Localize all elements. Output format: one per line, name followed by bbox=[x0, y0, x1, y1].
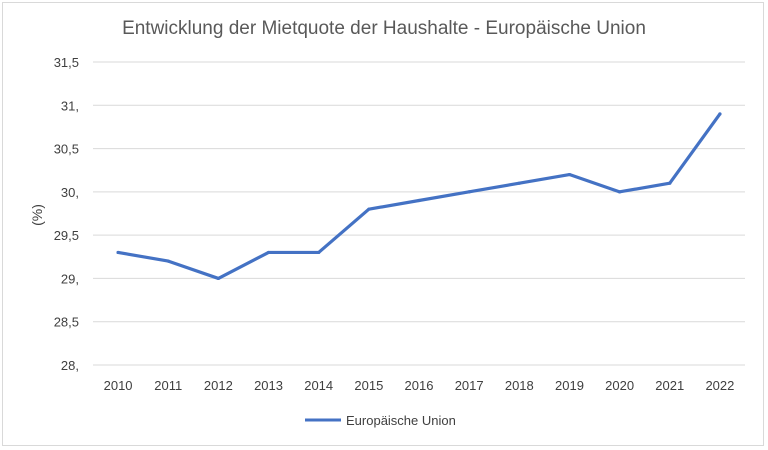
data-point-2015 bbox=[367, 207, 371, 211]
y-tick-label: 29,5 bbox=[54, 228, 79, 243]
x-tick-label: 2018 bbox=[505, 378, 534, 393]
chart-title: Entwicklung der Mietquote der Haushalte … bbox=[122, 18, 646, 39]
series-group bbox=[116, 112, 722, 281]
legend-label-europaeische-union: Europäische Union bbox=[346, 413, 456, 428]
x-tick-label: 2017 bbox=[455, 378, 484, 393]
x-tick-label: 2015 bbox=[354, 378, 383, 393]
data-point-2018 bbox=[517, 181, 521, 185]
legend: Europäische Union bbox=[305, 413, 456, 428]
x-tick-label: 2011 bbox=[154, 378, 182, 393]
gridlines bbox=[93, 61, 745, 366]
data-point-2021 bbox=[668, 181, 672, 185]
x-tick-label: 2010 bbox=[104, 378, 133, 393]
data-point-2017 bbox=[467, 190, 471, 194]
x-tick-label: 2016 bbox=[405, 378, 434, 393]
y-tick-label: 31, bbox=[61, 98, 79, 113]
series-line-europaeische-union bbox=[116, 112, 722, 281]
y-tick-label: 30, bbox=[61, 185, 79, 200]
data-point-2013 bbox=[266, 250, 271, 255]
y-tick-labels: 28, 28,5 29, 29,5 30, 30,5 31, 31,5 bbox=[54, 55, 79, 373]
y-axis-label: (%) bbox=[29, 204, 45, 226]
x-tick-label: 2022 bbox=[705, 378, 734, 393]
x-tick-labels: 2010 2011 2012 2013 2014 2015 2016 2017 2018 2019… bbox=[104, 378, 735, 393]
data-point-2022 bbox=[718, 112, 722, 116]
data-point-2010 bbox=[116, 250, 120, 255]
x-tick-label: 2014 bbox=[304, 378, 333, 393]
y-tick-label: 30,5 bbox=[54, 142, 79, 157]
data-point-2016 bbox=[417, 198, 421, 203]
x-tick-label: 2021 bbox=[655, 378, 684, 393]
data-point-2012 bbox=[216, 276, 220, 281]
y-tick-label: 29, bbox=[61, 271, 79, 286]
x-tick-label: 2012 bbox=[204, 378, 233, 393]
chart-frame bbox=[2, 2, 764, 446]
data-point-2020 bbox=[618, 190, 622, 194]
data-point-2014 bbox=[317, 250, 321, 255]
y-tick-label: 28,5 bbox=[54, 315, 79, 330]
data-point-2019 bbox=[567, 172, 572, 177]
y-tick-label: 28, bbox=[61, 358, 79, 373]
y-tick-label: 31,5 bbox=[54, 55, 79, 70]
x-tick-label: 2013 bbox=[254, 378, 283, 393]
x-tick-label: 2019 bbox=[555, 378, 584, 393]
x-tick-label: 2020 bbox=[605, 378, 634, 393]
data-point-2011 bbox=[166, 259, 170, 263]
